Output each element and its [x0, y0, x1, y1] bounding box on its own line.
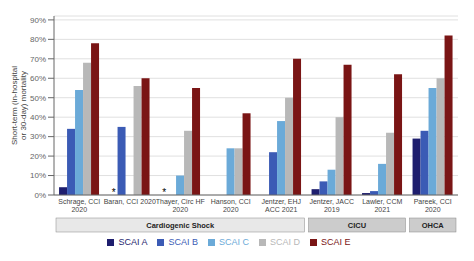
- svg-text:0%: 0%: [34, 191, 46, 200]
- html-text:SCAI A: SCAI A: [118, 237, 148, 247]
- svg-text:2021: 2021: [374, 206, 390, 213]
- svg-text:2020: 2020: [223, 206, 239, 213]
- html-text:SCAI C: SCAI C: [219, 237, 249, 247]
- svg-text:Hanson, CCI: Hanson, CCI: [211, 198, 251, 205]
- svg-text:2020: 2020: [425, 206, 441, 213]
- svg-text:Cardiogenic Shock: Cardiogenic Shock: [146, 221, 215, 230]
- svg-text:40%: 40%: [30, 113, 46, 122]
- svg-text:10%: 10%: [30, 171, 46, 180]
- svg-text:Schrage, CCI: Schrage, CCI: [58, 198, 100, 206]
- svg-text:Short-term (in-hospitalor 30-d: Short-term (in-hospitalor 30-day) mortal…: [10, 66, 28, 145]
- svg-text:80%: 80%: [30, 35, 46, 44]
- svg-text:CICU: CICU: [348, 221, 366, 230]
- svg-text:2019: 2019: [324, 206, 340, 213]
- svg-text:2020: 2020: [172, 206, 188, 213]
- svg-text:90%: 90%: [30, 16, 46, 25]
- html-text:SCAI E: SCAI E: [321, 237, 351, 247]
- svg-text:*: *: [112, 187, 116, 198]
- svg-text:OHCA: OHCA: [422, 221, 445, 230]
- svg-text:*: *: [162, 187, 166, 198]
- svg-text:Baran, CCI 2020: Baran, CCI 2020: [104, 198, 156, 205]
- svg-text:Jentzer, JACC: Jentzer, JACC: [309, 198, 354, 205]
- html-text:SCAI B: SCAI B: [168, 237, 198, 247]
- svg-text:ACC 2021: ACC 2021: [265, 206, 297, 213]
- svg-text:Jentzer, EHJ: Jentzer, EHJ: [261, 198, 301, 205]
- svg-text:20%: 20%: [30, 152, 46, 161]
- svg-text:50%: 50%: [30, 94, 46, 103]
- svg-text:Lawler, CCM: Lawler, CCM: [362, 198, 402, 205]
- svg-text:70%: 70%: [30, 55, 46, 64]
- svg-text:30%: 30%: [30, 132, 46, 141]
- svg-text:60%: 60%: [30, 74, 46, 83]
- svg-text:Thayer, Circ HF: Thayer, Circ HF: [156, 198, 205, 206]
- html-text:SCAI D: SCAI D: [270, 237, 300, 247]
- svg-text:Pareek, CCI: Pareek, CCI: [414, 198, 452, 205]
- svg-text:2020: 2020: [71, 206, 87, 213]
